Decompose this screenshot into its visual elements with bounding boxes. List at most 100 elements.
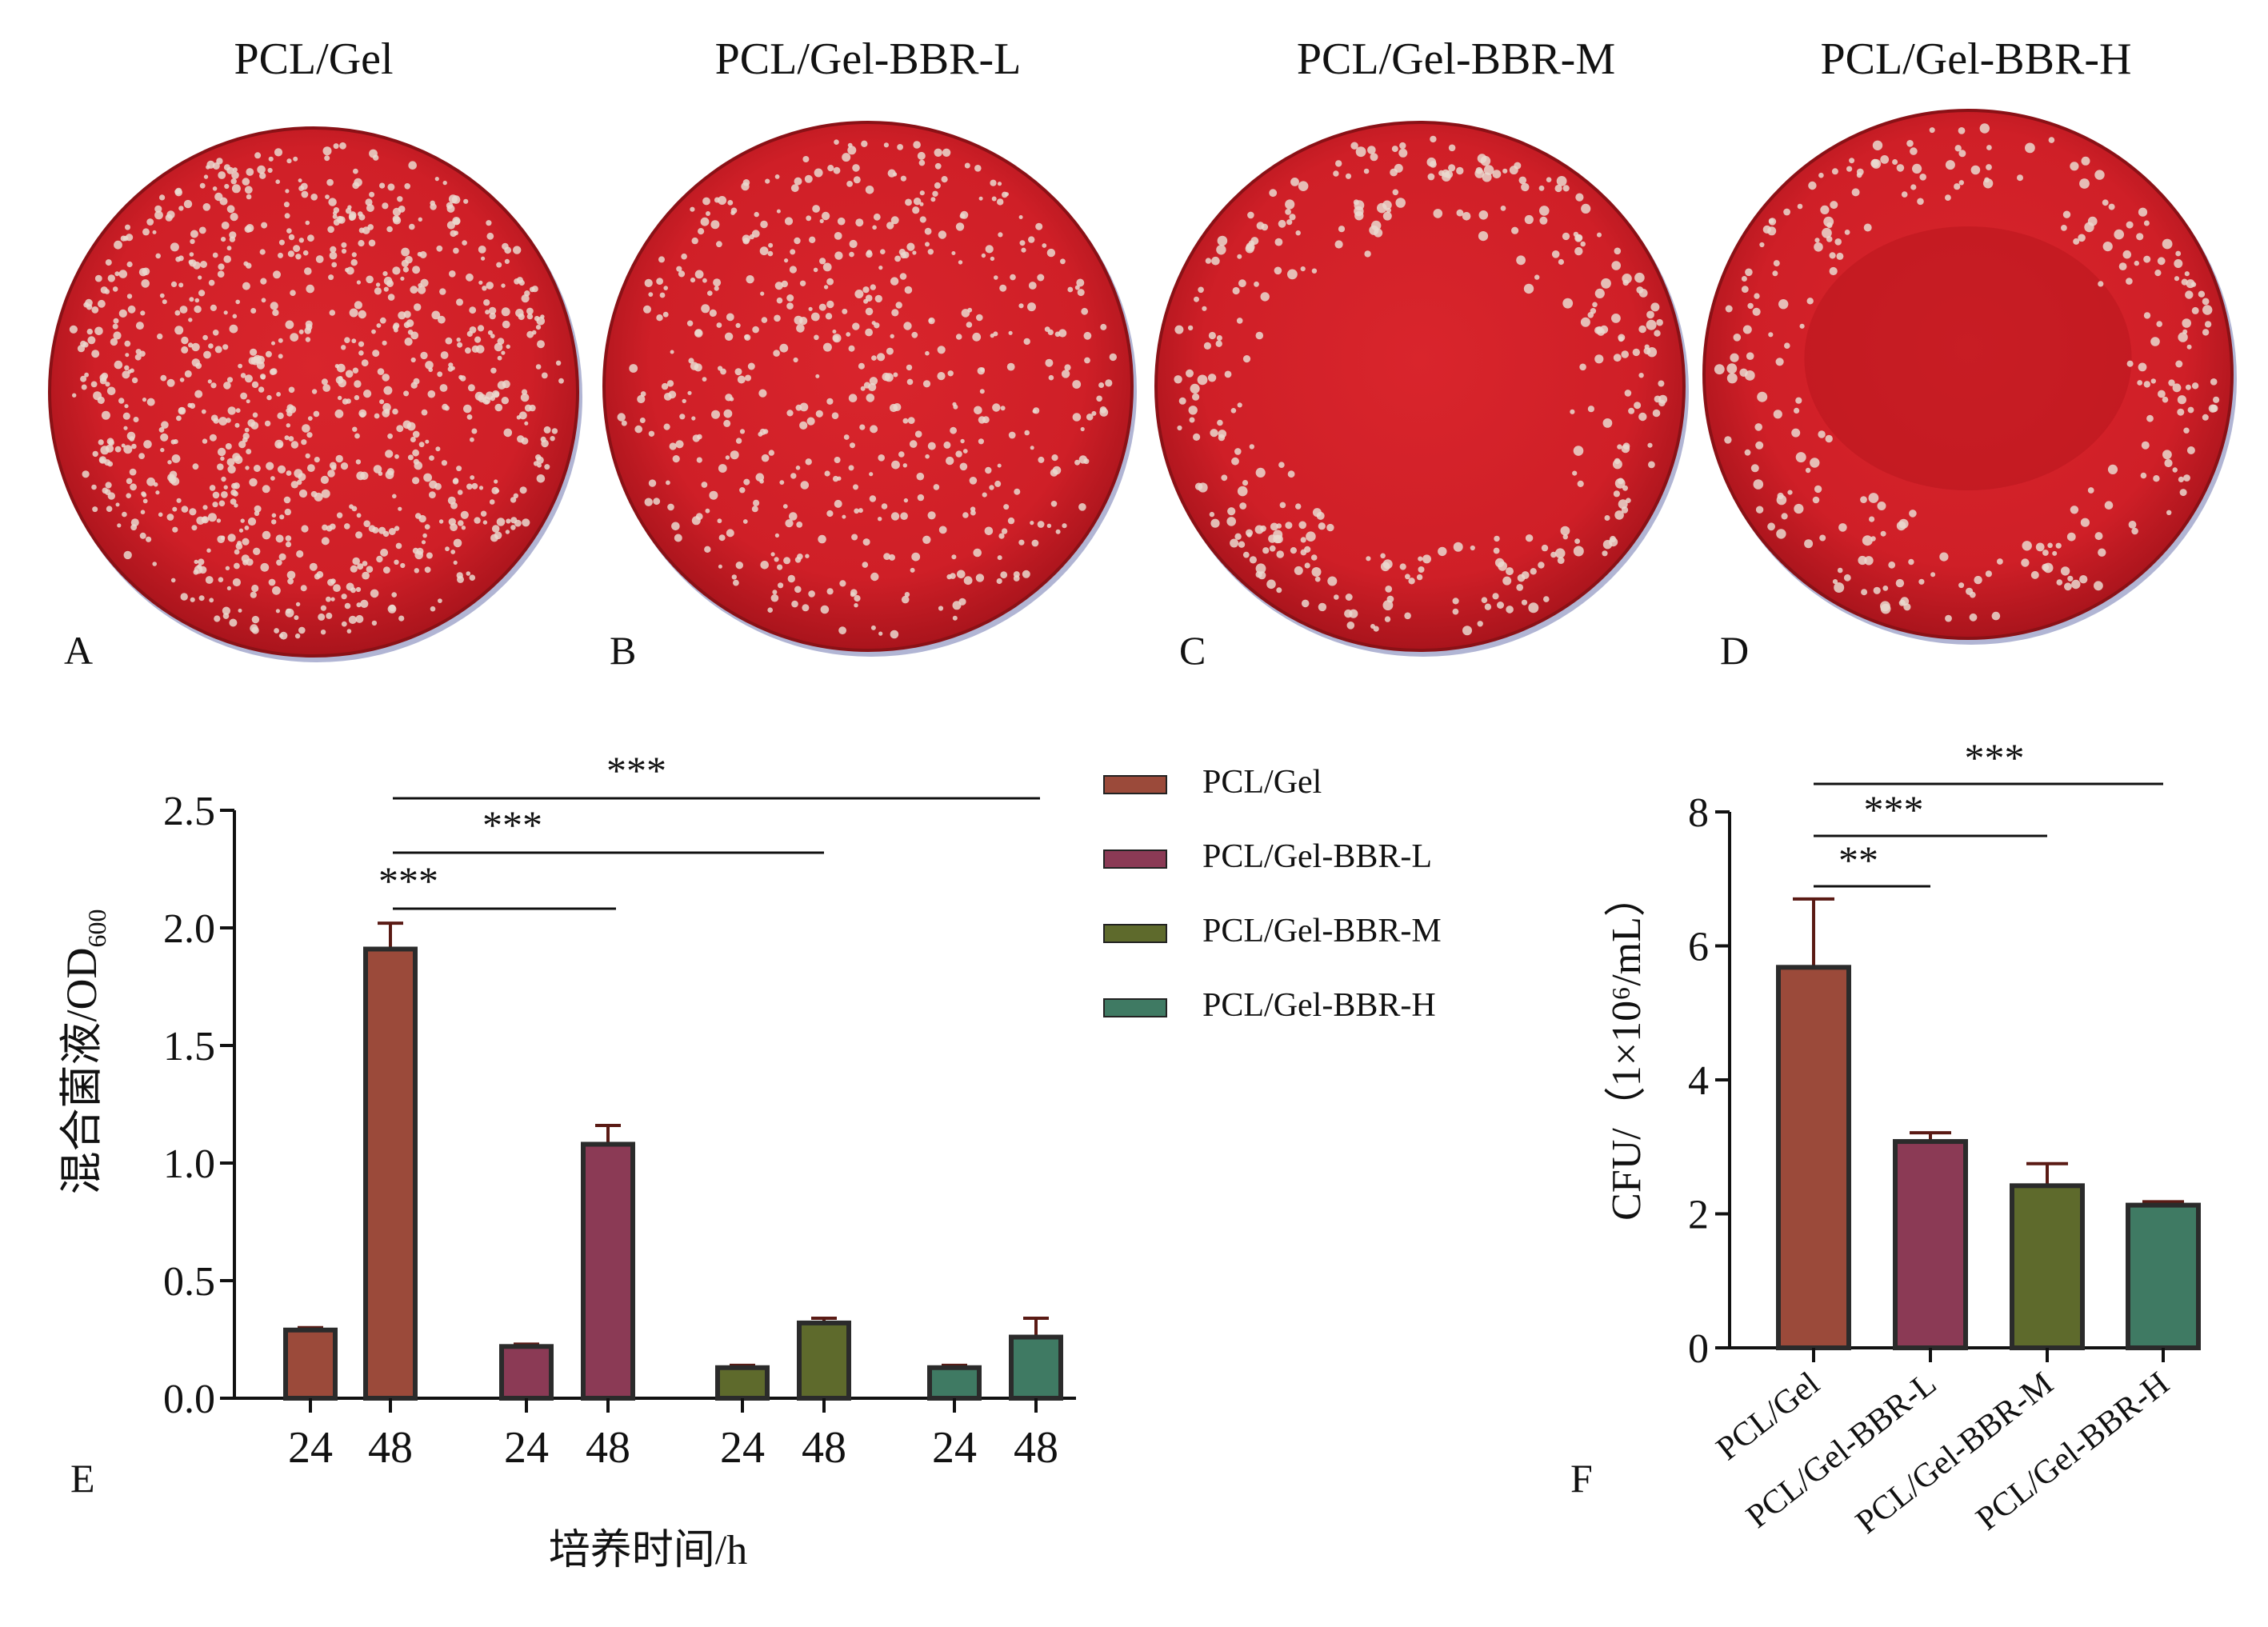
colony xyxy=(218,577,224,582)
colony xyxy=(871,321,876,326)
colony xyxy=(284,435,290,441)
bar xyxy=(715,1365,770,1401)
colony xyxy=(278,553,286,561)
colony xyxy=(739,429,746,434)
colony xyxy=(395,542,402,550)
colony xyxy=(266,462,274,470)
colony xyxy=(379,182,386,189)
colony xyxy=(286,570,296,580)
series-2: 24 48 xyxy=(499,1123,635,1473)
plate-colonies xyxy=(617,139,1118,639)
colony xyxy=(1422,554,1431,564)
colony xyxy=(690,278,696,283)
colony xyxy=(363,390,372,398)
colony xyxy=(1888,561,1896,569)
colony xyxy=(259,172,266,179)
colony xyxy=(475,345,485,354)
colony xyxy=(194,298,200,303)
colony xyxy=(442,180,447,186)
colony xyxy=(87,336,96,345)
colony xyxy=(366,204,374,212)
colony xyxy=(1869,516,1875,522)
colony xyxy=(541,372,548,379)
colony xyxy=(513,246,522,254)
colony xyxy=(244,526,250,530)
colony xyxy=(834,251,843,260)
colony xyxy=(806,215,812,222)
colony xyxy=(1027,302,1036,312)
colony xyxy=(254,510,260,516)
colony xyxy=(925,350,930,356)
colony xyxy=(220,456,225,461)
colony xyxy=(2126,360,2134,367)
colony xyxy=(469,306,477,314)
colony xyxy=(927,511,936,520)
colony xyxy=(244,186,253,194)
colony xyxy=(1795,452,1806,463)
colony xyxy=(1452,598,1459,605)
colony xyxy=(329,523,336,530)
colony xyxy=(2177,408,2185,416)
colony xyxy=(1245,244,1254,254)
colony xyxy=(726,313,734,322)
colony xyxy=(1395,198,1406,208)
colony xyxy=(504,258,510,264)
colony xyxy=(230,213,238,222)
colony xyxy=(379,317,386,324)
colony xyxy=(1646,319,1657,330)
colony xyxy=(1234,448,1242,455)
colony xyxy=(2156,321,2162,327)
colony xyxy=(1577,480,1584,488)
colony xyxy=(805,458,812,466)
colony xyxy=(366,566,374,573)
colony xyxy=(1242,355,1251,363)
colony xyxy=(755,473,765,482)
colony xyxy=(1208,331,1216,340)
colony xyxy=(134,354,142,361)
colony xyxy=(930,197,936,202)
colony xyxy=(483,299,490,306)
colony xyxy=(794,177,802,186)
colony xyxy=(167,460,172,465)
colony xyxy=(643,305,651,314)
colony xyxy=(925,242,930,247)
colony xyxy=(1051,454,1058,462)
colony xyxy=(1294,566,1303,575)
colony xyxy=(301,439,307,446)
colony xyxy=(1823,216,1834,227)
colony xyxy=(81,384,87,390)
colony xyxy=(216,518,222,523)
colony xyxy=(1306,531,1316,542)
colony xyxy=(1556,176,1567,186)
colony xyxy=(2178,332,2188,342)
colony xyxy=(335,454,343,463)
colony xyxy=(286,608,291,614)
colony xyxy=(240,392,247,400)
colony xyxy=(942,148,951,157)
significance-label: *** xyxy=(1864,787,1924,832)
colony xyxy=(678,270,686,278)
colony xyxy=(360,471,369,480)
colony xyxy=(268,156,274,162)
y-tick-label: 1.0 xyxy=(163,1141,215,1187)
colony xyxy=(313,410,320,418)
colony xyxy=(1794,407,1800,414)
colony xyxy=(1820,205,1830,214)
colony xyxy=(713,278,722,287)
colony xyxy=(1260,292,1270,302)
colony xyxy=(300,585,307,592)
colony xyxy=(1000,571,1008,579)
colony xyxy=(1579,363,1586,371)
colony xyxy=(155,253,161,259)
colony xyxy=(1000,406,1006,411)
colony xyxy=(106,386,116,396)
colony xyxy=(794,586,802,594)
colony xyxy=(725,455,730,460)
colony xyxy=(2052,550,2058,556)
colony xyxy=(1818,172,1824,178)
colony xyxy=(229,618,238,627)
colony xyxy=(166,378,175,387)
colony xyxy=(973,548,982,558)
colony xyxy=(266,394,272,401)
colony xyxy=(1882,586,1889,591)
